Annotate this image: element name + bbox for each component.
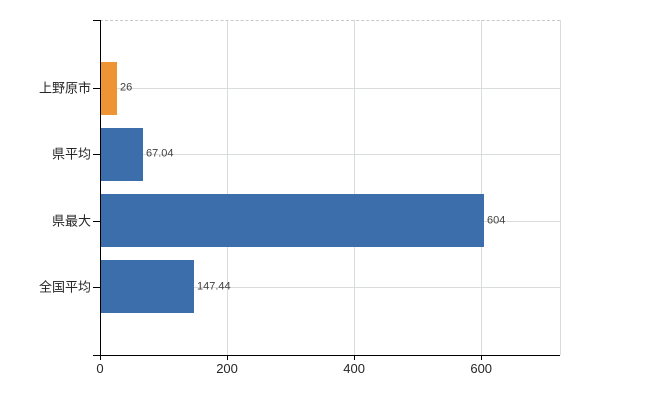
y-axis-category-label: 上野原市 — [38, 80, 91, 96]
bar — [101, 260, 194, 313]
bar — [101, 62, 117, 115]
bar-value-label: 67.04 — [146, 147, 174, 160]
y-axis-category-label: 全国平均 — [38, 279, 91, 295]
x-axis-line — [93, 355, 560, 356]
x-axis-tick-label: 600 — [470, 361, 493, 376]
x-axis-tick-label: 0 — [96, 361, 104, 376]
y-axis-category-label: 県平均 — [51, 146, 91, 162]
x-axis-tick — [100, 355, 101, 360]
x-axis-tick-label: 200 — [216, 361, 238, 376]
plot-right-border — [560, 20, 561, 355]
y-axis-tick — [93, 20, 100, 21]
bar-value-label: 147.44 — [197, 280, 231, 293]
y-gridline — [100, 88, 560, 89]
y-axis-line — [100, 20, 101, 360]
bar — [101, 194, 484, 247]
x-gridline — [354, 20, 356, 355]
x-gridline — [227, 20, 229, 355]
bar-value-label: 26 — [120, 81, 133, 94]
plot-top-border — [100, 20, 560, 21]
bar-value-label: 604 — [487, 214, 506, 227]
y-axis-tick — [93, 154, 100, 155]
x-axis-tick — [354, 355, 356, 360]
x-axis-tick-label: 400 — [343, 361, 365, 376]
bar — [101, 128, 143, 181]
x-gridline — [481, 20, 483, 355]
y-axis-category-label: 県最大 — [51, 213, 91, 229]
y-gridline — [100, 154, 560, 155]
y-axis-tick — [93, 221, 100, 222]
y-gridline — [100, 287, 560, 288]
x-axis-tick — [227, 355, 229, 360]
x-axis-tick — [481, 355, 483, 360]
y-axis-tick — [93, 88, 100, 89]
y-axis-tick — [93, 287, 100, 288]
